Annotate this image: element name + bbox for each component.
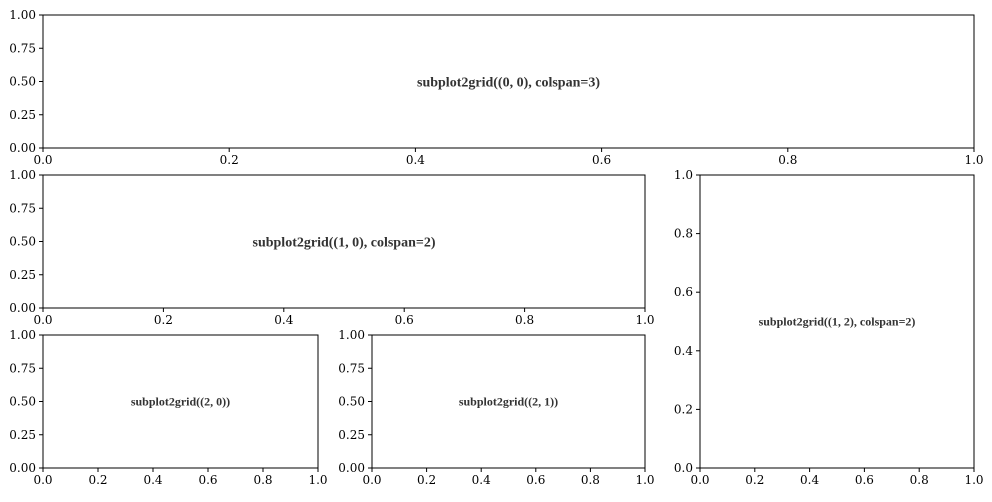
y-tick-label: 0.50 [9,395,36,409]
y-tick-label: 1.00 [9,328,36,342]
x-tick-label: 0.8 [910,473,929,487]
subplot-annotation: subplot2grid((0, 0), colspan=3) [417,75,600,90]
subplot-2: 0.0 0.2 0.4 0.6 0.8 1.0 0.0 0.2 0.4 0.6 0.8 1.0 subp… [674,168,984,487]
x-tick-label: 0.8 [581,473,600,487]
y-tick-label: 1.00 [9,168,36,182]
x-tick-label: 0.2 [745,473,764,487]
x-tick-label: 0.4 [274,313,293,327]
y-tick-label: 0.25 [9,428,36,442]
y-tick-label: 0.25 [9,268,36,282]
subplot-1: 0.0 0.2 0.4 0.6 0.8 1.0 0.00 0.25 0.50 0.75 1.00 su… [9,168,654,327]
x-tick-label: 0.2 [417,473,436,487]
y-tick-label: 0.00 [9,461,36,475]
x-tick-label: 0.0 [690,473,709,487]
x-tick-label: 0.8 [515,313,534,327]
x-tick-label: 0.6 [395,313,414,327]
y-tick-label: 0.25 [9,108,36,122]
x-tick-label: 0.6 [526,473,545,487]
subplot-annotation: subplot2grid((1, 2), colspan=2) [759,315,916,329]
subplot-0: 0.0 0.2 0.4 0.6 0.8 1.0 0.00 0.25 0.50 0.75 1.00 su… [9,8,983,167]
y-tick-label: 1.00 [338,328,365,342]
y-tick-label: 1.00 [9,8,36,22]
x-tick-label: 1.0 [308,473,327,487]
x-tick-label: 0.0 [33,473,52,487]
x-tick-label: 0.2 [220,153,239,167]
axes-frame [699,174,975,469]
y-tick-label: 0.75 [9,201,36,215]
y-tick-label: 0.0 [674,461,693,475]
subplot-3: 0.0 0.2 0.4 0.6 0.8 1.0 0.00 0.25 0.50 0.75 1.00 su… [9,328,327,487]
subplot-annotation: subplot2grid((1, 0), colspan=2) [253,235,436,250]
y-tick-label: 0.25 [338,428,365,442]
y-tick-label: 0.75 [338,361,365,375]
subplot-annotation: subplot2grid((2, 1)) [459,395,558,409]
x-tick-label: 0.6 [198,473,217,487]
x-tick-label: 0.8 [253,473,272,487]
subplot-4: 0.0 0.2 0.4 0.6 0.8 1.0 0.00 0.25 0.50 0.75 1.00 su… [338,328,654,487]
y-tick-label: 0.50 [9,235,36,249]
y-tick-label: 0.75 [9,41,36,55]
y-tick-label: 0.00 [9,301,36,315]
y-tick-label: 0.00 [9,141,36,155]
y-tick-label: 0.2 [674,402,693,416]
x-tick-label: 0.6 [592,153,611,167]
y-tick-label: 0.8 [674,227,693,241]
x-tick-label: 1.0 [635,473,654,487]
x-tick-label: 0.0 [33,153,52,167]
x-tick-label: 0.4 [143,473,162,487]
y-tick-label: 0.50 [9,75,36,89]
y-tick-label: 0.50 [338,395,365,409]
x-tick-label: 1.0 [964,153,983,167]
x-tick-label: 0.4 [800,473,819,487]
y-tick-label: 0.00 [338,461,365,475]
y-tick-label: 0.75 [9,361,36,375]
subplot-annotation: subplot2grid((2, 0)) [131,395,230,409]
x-tick-label: 0.2 [154,313,173,327]
x-tick-label: 1.0 [635,313,654,327]
y-tick-label: 1.0 [674,168,693,182]
x-tick-label: 0.0 [33,313,52,327]
x-tick-label: 0.6 [855,473,874,487]
y-tick-label: 0.6 [674,285,693,299]
x-tick-label: 1.0 [964,473,983,487]
x-tick-label: 0.8 [778,153,797,167]
x-tick-label: 0.2 [88,473,107,487]
x-tick-label: 0.4 [406,153,425,167]
x-tick-label: 0.4 [472,473,491,487]
y-tick-label: 0.4 [674,344,693,358]
x-tick-label: 0.0 [362,473,381,487]
